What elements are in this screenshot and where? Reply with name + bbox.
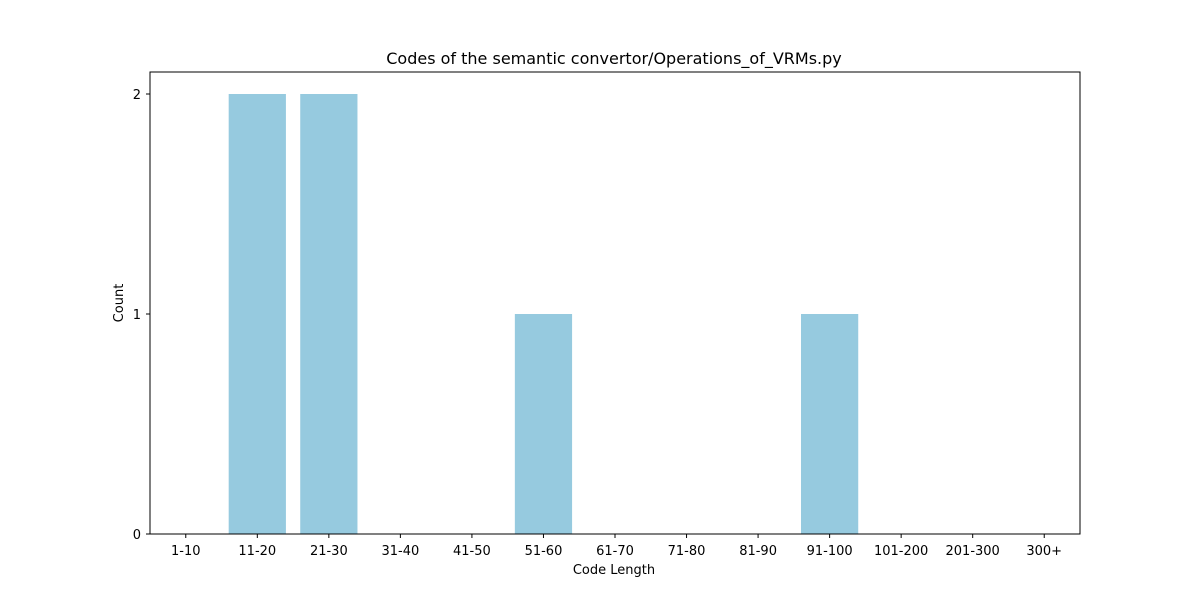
y-axis-label: Count xyxy=(112,284,127,323)
x-tick-label: 11-20 xyxy=(238,544,276,559)
x-tick-label: 41-50 xyxy=(453,544,491,559)
x-tick-label: 201-300 xyxy=(946,544,1000,559)
x-tick-label: 31-40 xyxy=(381,544,419,559)
x-tick-label: 91-100 xyxy=(807,544,853,559)
bar-51-60 xyxy=(514,314,573,534)
chart-title: Codes of the semantic convertor/Operatio… xyxy=(386,49,842,69)
plot-frame xyxy=(149,71,1081,535)
bar-11-20 xyxy=(228,94,286,534)
x-tick-label: 61-70 xyxy=(596,544,634,559)
bar-91-100 xyxy=(801,314,859,534)
bar-21-30 xyxy=(300,94,358,534)
x-axis-ticks: 1-10 11-20 21-30 31-40 41-50 51-60 61-70 71-80 8… xyxy=(171,534,1062,559)
x-tick-label: 21-30 xyxy=(310,544,348,559)
bars-group xyxy=(228,94,859,534)
y-tick-label: 1 xyxy=(133,308,141,323)
x-tick-label: 300+ xyxy=(1026,544,1062,559)
x-tick-label: 101-200 xyxy=(874,544,928,559)
y-tick-label: 0 xyxy=(133,528,141,543)
y-axis-ticks: 0 1 2 xyxy=(133,88,150,543)
x-tick-label: 51-60 xyxy=(525,544,563,559)
x-tick-label: 71-80 xyxy=(668,544,706,559)
x-axis-label: Code Length xyxy=(573,563,655,578)
x-tick-label: 81-90 xyxy=(739,544,777,559)
x-tick-label: 1-10 xyxy=(171,544,201,559)
y-tick-label: 2 xyxy=(133,88,141,103)
